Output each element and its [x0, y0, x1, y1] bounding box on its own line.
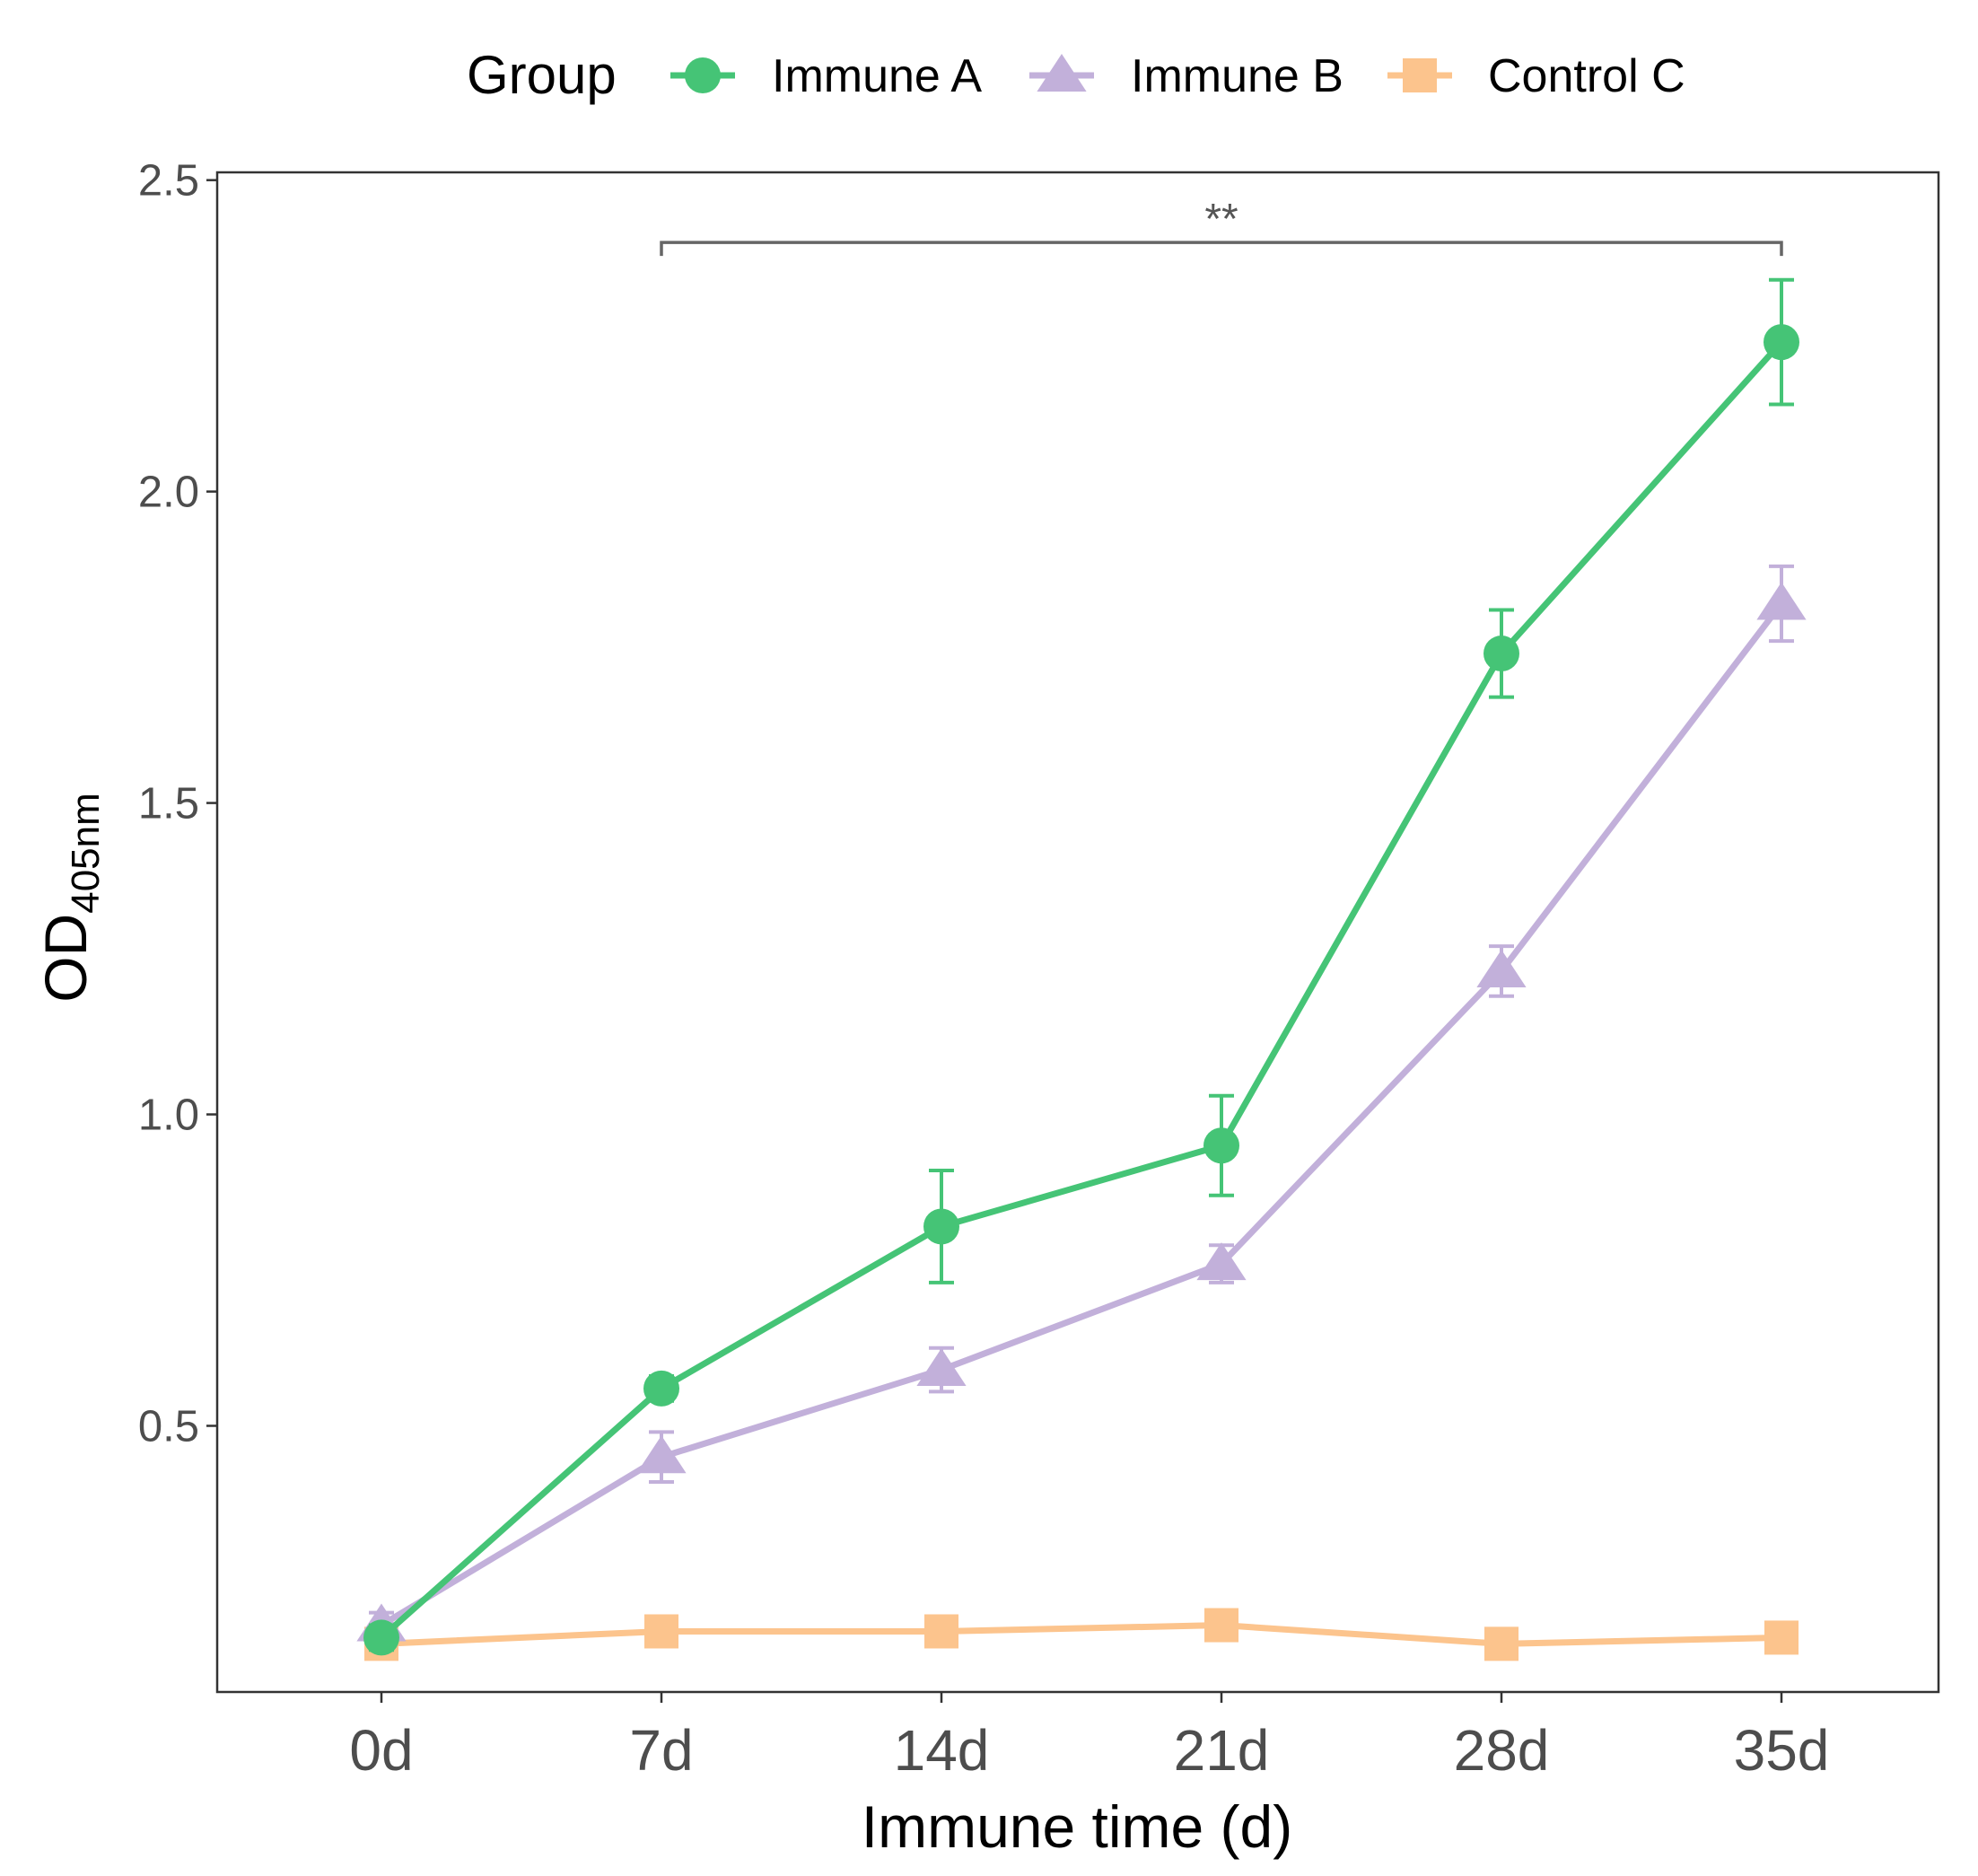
x-tick-label: 28d	[1454, 1718, 1550, 1783]
y-axis: 0.5 1.0 1.5 2.0 2.5	[138, 157, 217, 1451]
legend-title: Group	[467, 45, 617, 105]
legend: Group Immune A Immune B Control C	[467, 45, 1685, 105]
series-control-c	[364, 1608, 1799, 1661]
legend-key-circle-icon	[685, 57, 721, 93]
data-point	[1484, 1626, 1519, 1661]
legend-label: Immune B	[1131, 50, 1343, 102]
y-axis-title: OD405nm	[32, 793, 108, 1003]
series-immune-b	[356, 564, 1807, 1642]
data-point	[1484, 636, 1519, 672]
series-line	[380, 601, 1784, 1628]
y-tick-label: 2.0	[138, 469, 199, 517]
legend-key-triangle-icon	[1037, 54, 1087, 92]
data-point	[916, 1348, 967, 1387]
plot-area	[215, 171, 1940, 1694]
legend-item-immune-a: Immune A	[670, 50, 982, 102]
legend-item-control-c: Control C	[1387, 50, 1685, 102]
x-tick-label: 0d	[349, 1718, 413, 1783]
x-tick-label: 14d	[894, 1718, 990, 1783]
data-point	[1764, 324, 1799, 361]
y-tick-label: 2.5	[138, 157, 199, 206]
legend-label: Immune A	[772, 50, 982, 102]
data-point	[1476, 949, 1527, 987]
data-point	[924, 1614, 958, 1649]
legend-label: Control C	[1488, 50, 1685, 102]
x-tick-label: 7d	[629, 1718, 693, 1783]
data-point	[1204, 1608, 1238, 1643]
x-axis: 0d 7d 14d 21d 28d 35d	[349, 1692, 1829, 1783]
y-tick-label: 1.0	[138, 1091, 199, 1140]
data-point	[1764, 1620, 1799, 1655]
y-tick-label: 0.5	[138, 1402, 199, 1451]
significance-label: **	[1204, 196, 1238, 243]
x-axis-title: Immune time (d)	[862, 1793, 1292, 1860]
series-line	[379, 339, 1784, 1641]
data-point	[363, 1619, 399, 1656]
data-point	[644, 1614, 678, 1649]
axis-titles: Immune time (d) OD405nm	[32, 793, 1292, 1860]
legend-item-immune-b: Immune B	[1029, 50, 1343, 102]
data-point	[1196, 1242, 1247, 1281]
data-point	[1756, 582, 1807, 620]
series-line	[381, 1622, 1782, 1647]
y-tick-label: 1.5	[138, 780, 199, 828]
data-point	[636, 1435, 687, 1474]
significance-annotation: **	[660, 196, 1783, 257]
data-point	[643, 1370, 679, 1407]
y-axis-title-subscript: 405nm	[64, 793, 108, 914]
data-point	[923, 1208, 959, 1245]
data-point	[1203, 1127, 1239, 1164]
legend-key-square-icon	[1403, 58, 1437, 92]
x-tick-label: 21d	[1174, 1718, 1270, 1783]
y-axis-title-main: OD	[32, 914, 99, 1003]
x-tick-label: 35d	[1734, 1718, 1830, 1783]
series-immune-a	[363, 277, 1799, 1656]
significance-bracket	[660, 241, 1783, 257]
plot-panel-border	[215, 171, 1940, 1694]
